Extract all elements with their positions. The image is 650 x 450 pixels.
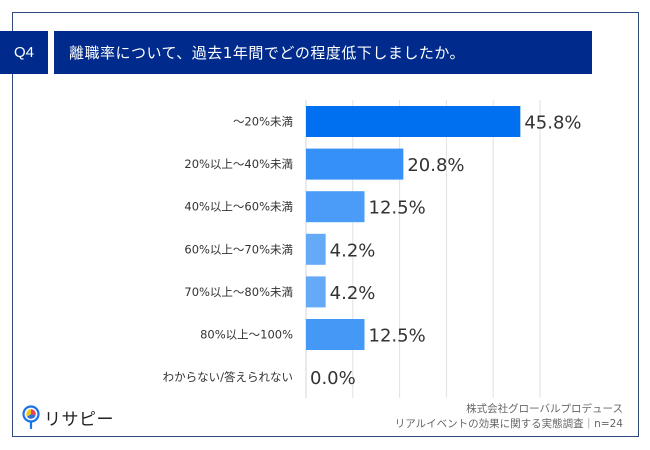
value-label: 4.2% bbox=[330, 283, 376, 304]
footer-company: 株式会社グローバルプロデュース bbox=[466, 403, 623, 415]
chart-frame bbox=[12, 12, 639, 437]
bar bbox=[306, 148, 404, 180]
value-label: 4.2% bbox=[330, 240, 376, 261]
value-label: 0.0% bbox=[310, 368, 356, 389]
bar bbox=[306, 191, 365, 223]
footer-survey: リアルイベントの効果に関する実態調査｜n=24 bbox=[394, 418, 623, 430]
category-labels: ～20%未満 20%以上～40%未満 40%以上～60%未満 60%以上～70%未満 7… bbox=[163, 115, 293, 385]
bar bbox=[306, 319, 365, 350]
value-labels: 45.8% 20.8% 12.5% 4.2% 4.2% 12.5% 0.0% bbox=[310, 113, 582, 390]
bar bbox=[306, 106, 521, 137]
value-label: 45.8% bbox=[524, 113, 581, 134]
pie-chart-pin-icon bbox=[22, 405, 40, 429]
category-label: 40%以上～60%未満 bbox=[184, 200, 293, 214]
category-label: わからない/答えられない bbox=[163, 370, 293, 384]
category-label: 20%以上～40%未満 bbox=[184, 157, 293, 171]
value-label: 12.5% bbox=[369, 198, 426, 219]
category-label: 80%以上～100% bbox=[200, 328, 293, 342]
bar bbox=[306, 233, 326, 265]
category-label: ～20%未満 bbox=[233, 115, 293, 129]
question-number-badge: Q4 bbox=[0, 31, 48, 74]
bar bbox=[306, 276, 326, 308]
category-label: 70%以上～80%未満 bbox=[184, 285, 293, 299]
question-title-bar: 離職率について、過去1年間でどの程度低下しましたか。 bbox=[54, 31, 592, 74]
value-label: 20.8% bbox=[407, 155, 464, 176]
logo-text: リサピー bbox=[44, 409, 114, 430]
logo: リサピー bbox=[22, 404, 114, 430]
footer: 株式会社グローバルプロデュース リアルイベントの効果に関する実態調査｜n=24 bbox=[395, 402, 623, 432]
value-label: 12.5% bbox=[369, 326, 426, 347]
category-label: 60%以上～70%未満 bbox=[184, 242, 293, 256]
question-number: Q4 bbox=[13, 44, 34, 61]
question-title: 離職率について、過去1年間でどの程度低下しましたか。 bbox=[69, 44, 466, 62]
bars bbox=[306, 106, 521, 350]
